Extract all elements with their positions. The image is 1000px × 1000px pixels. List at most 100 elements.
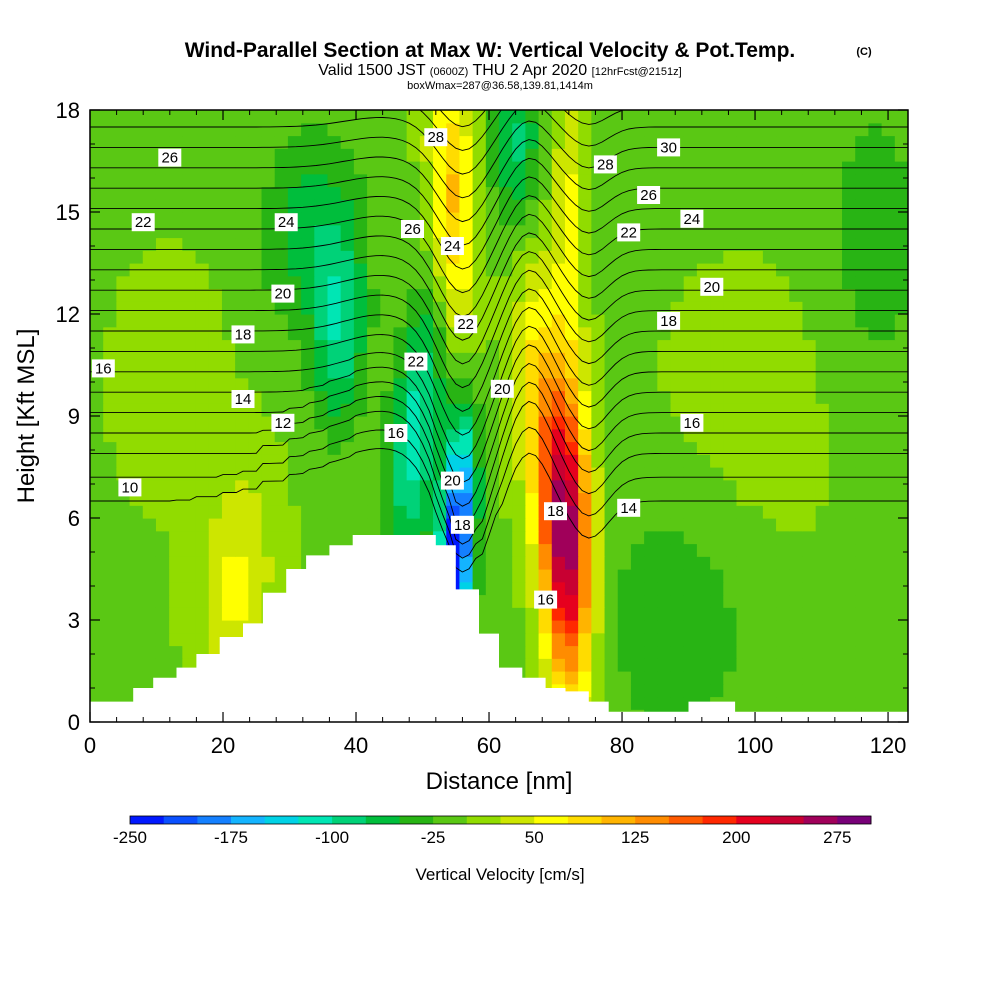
heatmap-cell bbox=[235, 530, 249, 545]
heatmap-cell bbox=[248, 314, 263, 328]
heatmap-cell bbox=[169, 250, 183, 264]
heatmap-cell bbox=[736, 148, 751, 162]
heatmap-cell bbox=[525, 314, 540, 328]
heatmap-cell bbox=[512, 326, 526, 341]
heatmap-cell bbox=[155, 326, 170, 341]
heatmap-cell bbox=[353, 224, 368, 239]
heatmap-cell bbox=[789, 671, 804, 685]
heatmap-cell bbox=[155, 122, 170, 137]
heatmap-cell bbox=[683, 148, 698, 162]
heatmap-cell bbox=[710, 658, 724, 672]
heatmap-cell bbox=[564, 212, 579, 226]
heatmap-cell bbox=[578, 467, 592, 481]
heatmap-cell bbox=[340, 275, 355, 290]
heatmap-cell bbox=[789, 199, 804, 213]
heatmap-cell bbox=[736, 390, 751, 404]
heatmap-cell bbox=[551, 620, 566, 634]
heatmap-cell bbox=[591, 135, 606, 149]
contour-label-box bbox=[404, 352, 428, 371]
heatmap-cell bbox=[723, 581, 738, 596]
heatmap-cell bbox=[327, 530, 342, 545]
heatmap-cell bbox=[169, 301, 183, 315]
heatmap-cell bbox=[789, 505, 804, 519]
heatmap-cell bbox=[538, 530, 553, 545]
heatmap-cell bbox=[419, 186, 434, 200]
heatmap-cell bbox=[881, 224, 896, 239]
heatmap-cell bbox=[736, 237, 751, 251]
heatmap-cell bbox=[380, 122, 395, 137]
heatmap-cell bbox=[90, 199, 104, 213]
heatmap-cell bbox=[327, 492, 342, 506]
heatmap-cell bbox=[393, 288, 408, 302]
contour-label-text: 26 bbox=[161, 150, 178, 167]
heatmap-cell bbox=[630, 428, 645, 443]
contour-label: 26 bbox=[637, 186, 661, 204]
heatmap-cell bbox=[116, 237, 131, 251]
heatmap-cell bbox=[762, 581, 777, 596]
heatmap-cell bbox=[314, 339, 329, 353]
heatmap-cell bbox=[868, 314, 883, 328]
heatmap-cell bbox=[551, 148, 566, 162]
heatmap-cell bbox=[301, 428, 315, 443]
heatmap-cell bbox=[670, 122, 685, 137]
heatmap-cell bbox=[182, 428, 197, 443]
heatmap-cell bbox=[749, 581, 764, 596]
heatmap-cell bbox=[287, 173, 302, 188]
heatmap-cell bbox=[538, 441, 553, 455]
heatmap-cell bbox=[868, 148, 883, 162]
heatmap-cell bbox=[696, 569, 711, 583]
heatmap-cell bbox=[142, 556, 157, 570]
heatmap-cell bbox=[617, 683, 632, 698]
heatmap-cell bbox=[512, 569, 526, 583]
heatmap-cell bbox=[657, 110, 672, 124]
contour-label: 16 bbox=[680, 413, 704, 432]
heatmap-cell bbox=[90, 530, 104, 545]
heatmap-cell bbox=[564, 339, 579, 353]
heatmap-cell bbox=[472, 263, 487, 277]
heatmap-cell bbox=[155, 224, 170, 239]
heatmap-cell bbox=[881, 148, 896, 162]
heatmap-cell bbox=[499, 275, 513, 290]
heatmap-cell bbox=[644, 671, 658, 685]
heatmap-cell bbox=[340, 441, 355, 455]
heatmap-cell bbox=[525, 377, 540, 392]
heatmap-cell bbox=[644, 645, 658, 659]
heatmap-cell bbox=[301, 479, 315, 494]
heatmap-cell bbox=[749, 173, 764, 188]
heatmap-cell bbox=[736, 326, 751, 341]
heatmap-cell bbox=[235, 199, 249, 213]
heatmap-cell bbox=[749, 186, 764, 200]
heatmap-cell bbox=[525, 518, 540, 532]
heatmap-cell bbox=[235, 454, 249, 468]
heatmap-cell bbox=[459, 275, 474, 290]
heatmap-cell bbox=[617, 122, 632, 137]
heatmap-cell bbox=[169, 530, 183, 545]
heatmap-cell bbox=[499, 505, 513, 519]
heatmap-cell bbox=[182, 479, 197, 494]
heatmap-cell bbox=[142, 581, 157, 596]
heatmap-cell bbox=[578, 275, 592, 290]
heatmap-cell bbox=[868, 173, 883, 188]
heatmap-cell bbox=[657, 326, 672, 341]
heatmap-cell bbox=[116, 607, 131, 621]
heatmap-cell bbox=[696, 352, 711, 366]
heatmap-cell bbox=[815, 556, 830, 570]
heatmap-cell bbox=[512, 556, 526, 570]
heatmap-cell bbox=[208, 390, 223, 404]
heatmap-cell bbox=[327, 250, 342, 264]
heatmap-cell bbox=[301, 326, 315, 341]
heatmap-cell bbox=[406, 492, 421, 506]
heatmap-cell bbox=[499, 148, 513, 162]
heatmap-cell bbox=[683, 543, 698, 557]
heatmap-cell bbox=[340, 199, 355, 213]
heatmap-cell bbox=[525, 416, 540, 430]
heatmap-cell bbox=[670, 390, 685, 404]
heatmap-cell bbox=[406, 122, 421, 137]
heatmap-cell bbox=[525, 569, 540, 583]
heatmap-cell bbox=[842, 403, 856, 417]
heatmap-cell bbox=[261, 454, 276, 468]
heatmap-cell bbox=[90, 581, 104, 596]
heatmap-cell bbox=[657, 645, 672, 659]
heatmap-cell bbox=[353, 275, 368, 290]
